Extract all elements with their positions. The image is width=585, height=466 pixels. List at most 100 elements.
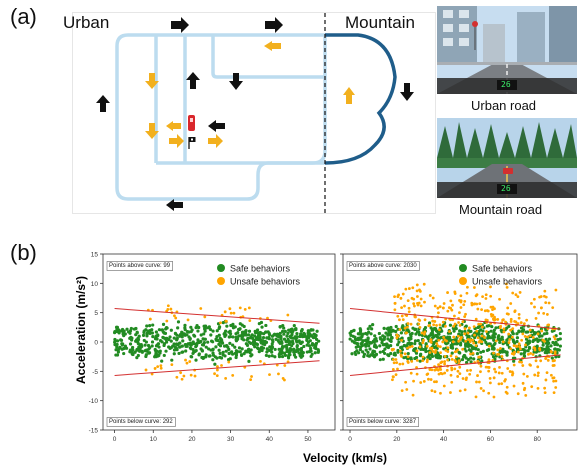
safe-point <box>406 351 410 356</box>
safe-point <box>463 329 467 334</box>
safe-point <box>135 356 139 360</box>
safe-point <box>278 325 282 329</box>
unsafe-point <box>513 310 517 314</box>
safe-point <box>288 347 292 351</box>
safe-point <box>501 347 505 351</box>
unsafe-point <box>509 320 513 323</box>
safe-point <box>154 355 158 359</box>
safe-point <box>413 327 417 332</box>
scatter-figure: Acceleration (m/s²) Velocity (km/s) 15 10… <box>74 252 578 465</box>
safe-point <box>476 348 480 352</box>
unsafe-point <box>399 296 403 300</box>
safe-point <box>374 336 378 341</box>
safe-point <box>378 336 382 340</box>
safe-point <box>280 345 285 349</box>
unsafe-point <box>475 329 479 333</box>
unsafe-point <box>468 340 472 344</box>
safe-point <box>361 350 365 354</box>
unsafe-point <box>442 335 446 339</box>
safe-point <box>242 330 246 334</box>
unsafe-point <box>477 380 481 384</box>
safe-point <box>175 342 179 346</box>
unsafe-point <box>442 302 446 305</box>
safe-point <box>316 348 320 352</box>
unsafe-point <box>417 322 421 326</box>
safe-point <box>181 339 185 343</box>
unsafe-point <box>430 389 434 393</box>
safe-point <box>188 337 192 341</box>
unsafe-point <box>413 304 416 308</box>
safe-point <box>183 323 187 327</box>
safe-point <box>246 347 251 352</box>
unsafe-point <box>496 318 500 321</box>
unsafe-point <box>412 379 415 383</box>
safe-point <box>382 326 386 331</box>
safe-point <box>185 329 190 334</box>
unsafe-point <box>511 335 514 339</box>
unsafe-point <box>433 351 437 354</box>
safe-point <box>122 329 126 333</box>
unsafe-point <box>396 334 400 338</box>
safe-point <box>157 328 162 332</box>
unsafe-point <box>443 354 447 358</box>
boundary-line <box>349 308 561 330</box>
unsafe-point <box>485 330 488 333</box>
boundary-line <box>114 308 320 324</box>
safe-point <box>217 333 221 337</box>
unsafe-point <box>431 319 435 323</box>
safe-point <box>194 358 198 362</box>
unsafe-point <box>437 363 440 367</box>
unsafe-point <box>489 305 493 309</box>
panel-a-label: (a) <box>10 4 37 29</box>
legend-label-safe: Safe behaviors <box>472 264 533 274</box>
arrow-black-down <box>229 73 243 90</box>
safe-point <box>217 348 221 352</box>
safe-point <box>161 336 166 340</box>
safe-point <box>283 353 288 357</box>
unsafe-point <box>456 375 460 378</box>
unsafe-point <box>439 368 443 371</box>
unsafe-point <box>444 348 448 352</box>
safe-point <box>192 341 196 346</box>
unsafe-point <box>396 295 400 298</box>
safe-point <box>448 323 453 327</box>
safe-point <box>463 347 467 351</box>
unsafe-point <box>283 378 286 382</box>
safe-point <box>367 330 371 334</box>
safe-point <box>231 335 235 339</box>
safe-point <box>295 332 299 336</box>
safe-point <box>165 326 169 330</box>
safe-point <box>286 354 291 358</box>
panel-b-label: (b) <box>10 240 37 265</box>
safe-point <box>512 359 516 363</box>
safe-point <box>175 333 179 337</box>
safe-point <box>251 343 256 347</box>
safe-point <box>203 327 207 331</box>
unsafe-point <box>544 301 548 305</box>
scatter-plot-2: 0 20 40 60 80 Points above curve: 2030 Points … <box>340 253 578 443</box>
unsafe-point <box>472 325 476 329</box>
safe-point <box>155 337 159 341</box>
safe-point <box>388 333 393 337</box>
safe-point <box>295 345 299 349</box>
unsafe-point <box>471 351 475 355</box>
unsafe-point <box>159 364 163 368</box>
unsafe-point <box>472 341 476 345</box>
safe-point <box>406 342 410 346</box>
safe-point <box>348 337 352 341</box>
unsafe-point <box>410 345 414 348</box>
unsafe-point <box>552 391 556 395</box>
unsafe-point <box>406 322 410 325</box>
safe-point <box>309 346 313 351</box>
unsafe-point <box>466 331 470 335</box>
safe-point <box>228 341 232 345</box>
unsafe-point <box>460 336 463 339</box>
safe-point <box>480 359 484 363</box>
safe-point <box>259 320 264 325</box>
unsafe-point <box>398 318 401 322</box>
unsafe-point <box>427 377 430 381</box>
unsafe-point <box>405 388 409 391</box>
unsafe-point <box>550 350 553 354</box>
unsafe-point <box>529 351 532 355</box>
unsafe-point <box>552 379 556 383</box>
